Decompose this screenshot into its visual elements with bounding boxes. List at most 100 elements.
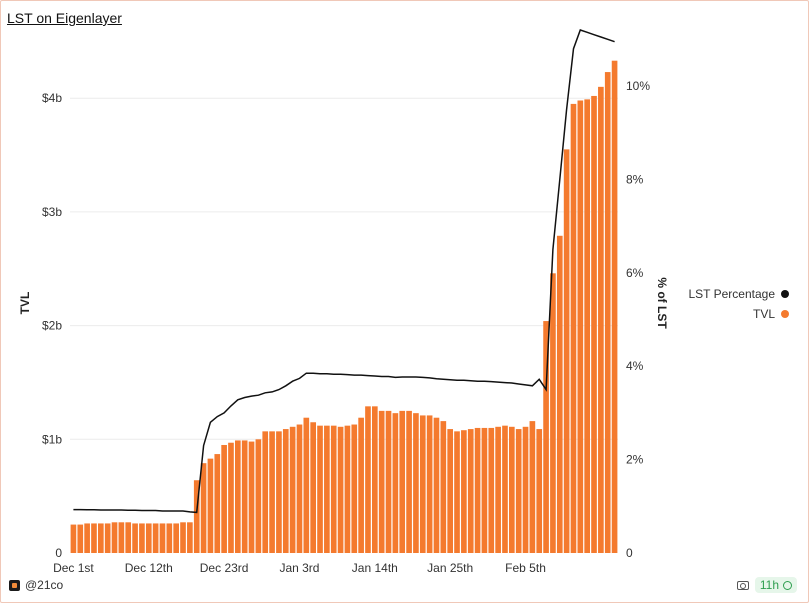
tvl-bar (132, 523, 138, 553)
age-text: 11h (759, 578, 779, 592)
tvl-bar (584, 99, 590, 554)
chart-title[interactable]: LST on Eigenlayer (7, 10, 122, 26)
tvl-bar (255, 439, 262, 553)
y-tick-label: $4b (42, 91, 62, 105)
tvl-bar (289, 426, 296, 553)
x-axis-ticks: Dec 1st Dec 12th Dec 23rd Jan 3rd Jan 14th Ja… (53, 561, 546, 575)
tvl-bar (426, 415, 433, 553)
tvl-bar (296, 424, 303, 553)
tvl-bar (282, 429, 289, 553)
tvl-bar (351, 424, 358, 553)
source-credit[interactable]: @21co (9, 578, 63, 592)
y2-tick-label: 6% (626, 266, 644, 280)
tvl-bar (228, 442, 234, 553)
tvl-bar (522, 426, 529, 553)
tvl-bar (269, 431, 275, 553)
y2-tick-label: 0 (626, 546, 633, 560)
tvl-bar (200, 463, 207, 553)
tvl-bar (598, 86, 604, 553)
tvl-bar (104, 523, 111, 553)
tvl-bar (495, 426, 501, 553)
y2-tick-label: 4% (626, 359, 644, 373)
tvl-bar (413, 413, 419, 553)
tvl-bar (509, 426, 515, 553)
tvl-bar (543, 321, 549, 553)
tvl-bar (303, 417, 310, 553)
y2-tick-label: 8% (626, 172, 644, 186)
grid-lines (70, 97, 618, 440)
tvl-bar (70, 524, 77, 553)
left-axis-ticks: 0 $1b $2b $3b $4b (42, 91, 62, 560)
tvl-bar (591, 95, 597, 553)
tvl-bar (166, 523, 173, 553)
legend-dot-orange (781, 310, 789, 318)
tvl-bar (276, 431, 282, 553)
tvl-bar (125, 522, 132, 553)
tvl-bars (70, 60, 618, 554)
tvl-bar (337, 426, 344, 553)
tvl-bar (118, 522, 125, 553)
y-tick-label: 0 (55, 546, 62, 560)
tvl-bar (502, 425, 508, 553)
tvl-bar (344, 425, 351, 553)
tvl-bar (550, 273, 556, 553)
legend-item-tvl[interactable]: TVL (684, 304, 789, 324)
tvl-bar (577, 100, 584, 553)
tvl-bar (419, 415, 426, 553)
y2-tick-label: 2% (626, 453, 644, 467)
tvl-bar (515, 429, 522, 553)
tvl-bar (180, 522, 186, 553)
tvl-bar (187, 522, 193, 553)
tvl-bar (461, 430, 467, 553)
check-circle-icon (783, 580, 792, 590)
camera-icon[interactable] (736, 580, 749, 590)
tvl-bar (248, 441, 255, 553)
tvl-bar (433, 417, 440, 553)
legend-item-lst-percentage[interactable]: LST Percentage (684, 284, 789, 304)
tvl-bar (77, 524, 84, 553)
tvl-bar (317, 425, 323, 553)
tvl-bar (214, 454, 221, 553)
x-tick-label: Jan 14th (352, 561, 398, 575)
tvl-bar (241, 440, 248, 553)
tvl-bar (488, 427, 495, 553)
tvl-bar (324, 425, 330, 553)
tvl-bar (447, 429, 453, 553)
tvl-bar (221, 444, 227, 553)
tvl-bar (474, 427, 481, 553)
lst-percentage-line (73, 29, 615, 514)
legend-label: LST Percentage (688, 287, 775, 301)
tvl-bar (139, 523, 145, 553)
tvl-bar (111, 522, 118, 553)
chart-legend: LST Percentage TVL (684, 284, 789, 324)
x-tick-label: Dec 12th (125, 561, 173, 575)
tvl-bar (207, 458, 214, 553)
y2-axis-label: % of LST (655, 277, 669, 329)
tvl-bar (91, 523, 97, 553)
21co-logo-icon (9, 579, 20, 591)
tvl-bar (440, 421, 447, 553)
y-tick-label: $1b (42, 432, 62, 446)
tvl-bar (152, 523, 159, 553)
tvl-bar (604, 72, 611, 554)
x-tick-label: Dec 1st (53, 561, 94, 575)
x-tick-label: Dec 23rd (200, 561, 249, 575)
tvl-bar (310, 422, 316, 553)
tvl-bar (556, 235, 563, 553)
tvl-bar (84, 523, 90, 553)
tvl-bar (330, 425, 337, 553)
age-badge: 11h (754, 577, 797, 593)
tvl-bar (481, 427, 488, 553)
footer-status: 11h (736, 577, 797, 593)
tvl-bar (467, 429, 474, 553)
right-axis-ticks: 0 2% 4% 6% 8% 10% (626, 79, 650, 560)
tvl-bar (563, 149, 570, 553)
y-tick-label: $2b (42, 319, 62, 333)
tvl-bar (399, 410, 406, 553)
tvl-bar (262, 431, 269, 553)
tvl-bar (611, 60, 618, 554)
tvl-bar (385, 410, 392, 553)
tvl-bar (98, 523, 104, 553)
x-tick-label: Feb 5th (505, 561, 546, 575)
tvl-bar (406, 410, 412, 553)
